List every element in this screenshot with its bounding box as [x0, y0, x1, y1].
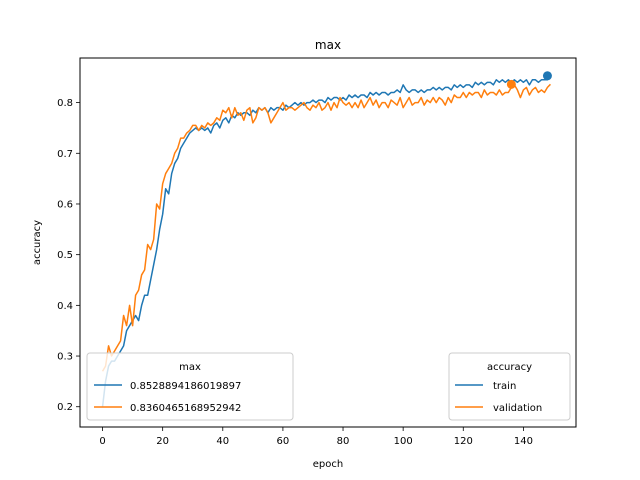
y-tick-label: 0.2 [57, 402, 73, 413]
x-tick-label: 40 [216, 436, 229, 447]
legend-max: max 0.8528894186019897 0.836046516895294… [86, 352, 294, 421]
legend-label-validation: validation [493, 403, 542, 414]
series-line-validation [101, 83, 551, 372]
series-line-train [101, 75, 552, 407]
x-tick-label: 0 [99, 436, 105, 447]
y-tick-label: 0.5 [57, 250, 73, 261]
y-tick-label: 0.8 [57, 98, 73, 109]
legend-accuracy-title: accuracy [487, 362, 532, 373]
legend-label-train: train [493, 381, 516, 392]
x-tick-label: 80 [337, 436, 350, 447]
series-lines [101, 75, 552, 407]
y-axis: 0.2 0.3 0.4 0.5 0.6 0.7 0.8 [57, 98, 80, 413]
x-axis: 0 20 40 60 80 100 120 140 [99, 427, 533, 447]
max-marker-train [542, 71, 552, 81]
plot-frame [79, 57, 577, 428]
legend-accuracy-frame [448, 352, 571, 421]
plot-area [101, 71, 552, 407]
y-tick-label: 0.7 [57, 149, 73, 160]
max-markers [506, 71, 552, 89]
y-tick-label: 0.3 [57, 352, 73, 363]
max-marker-validation [506, 79, 516, 89]
y-axis-label: accuracy [32, 220, 43, 265]
legend-max-title: max [179, 362, 201, 373]
legend-max-frame [86, 352, 294, 421]
y-tick-label: 0.4 [57, 301, 73, 312]
x-tick-label: 60 [277, 436, 290, 447]
legend-accuracy: accuracy train validation [448, 352, 571, 421]
x-tick-label: 100 [394, 436, 413, 447]
chart-title: max [315, 38, 341, 52]
x-tick-label: 20 [156, 436, 169, 447]
legend-label-train-max: 0.8528894186019897 [130, 381, 241, 392]
x-tick-label: 120 [454, 436, 473, 447]
x-axis-label: epoch [313, 459, 343, 470]
x-tick-label: 140 [514, 436, 533, 447]
y-tick-label: 0.6 [57, 199, 73, 210]
legend-label-validation-max: 0.8360465168952942 [130, 403, 241, 414]
